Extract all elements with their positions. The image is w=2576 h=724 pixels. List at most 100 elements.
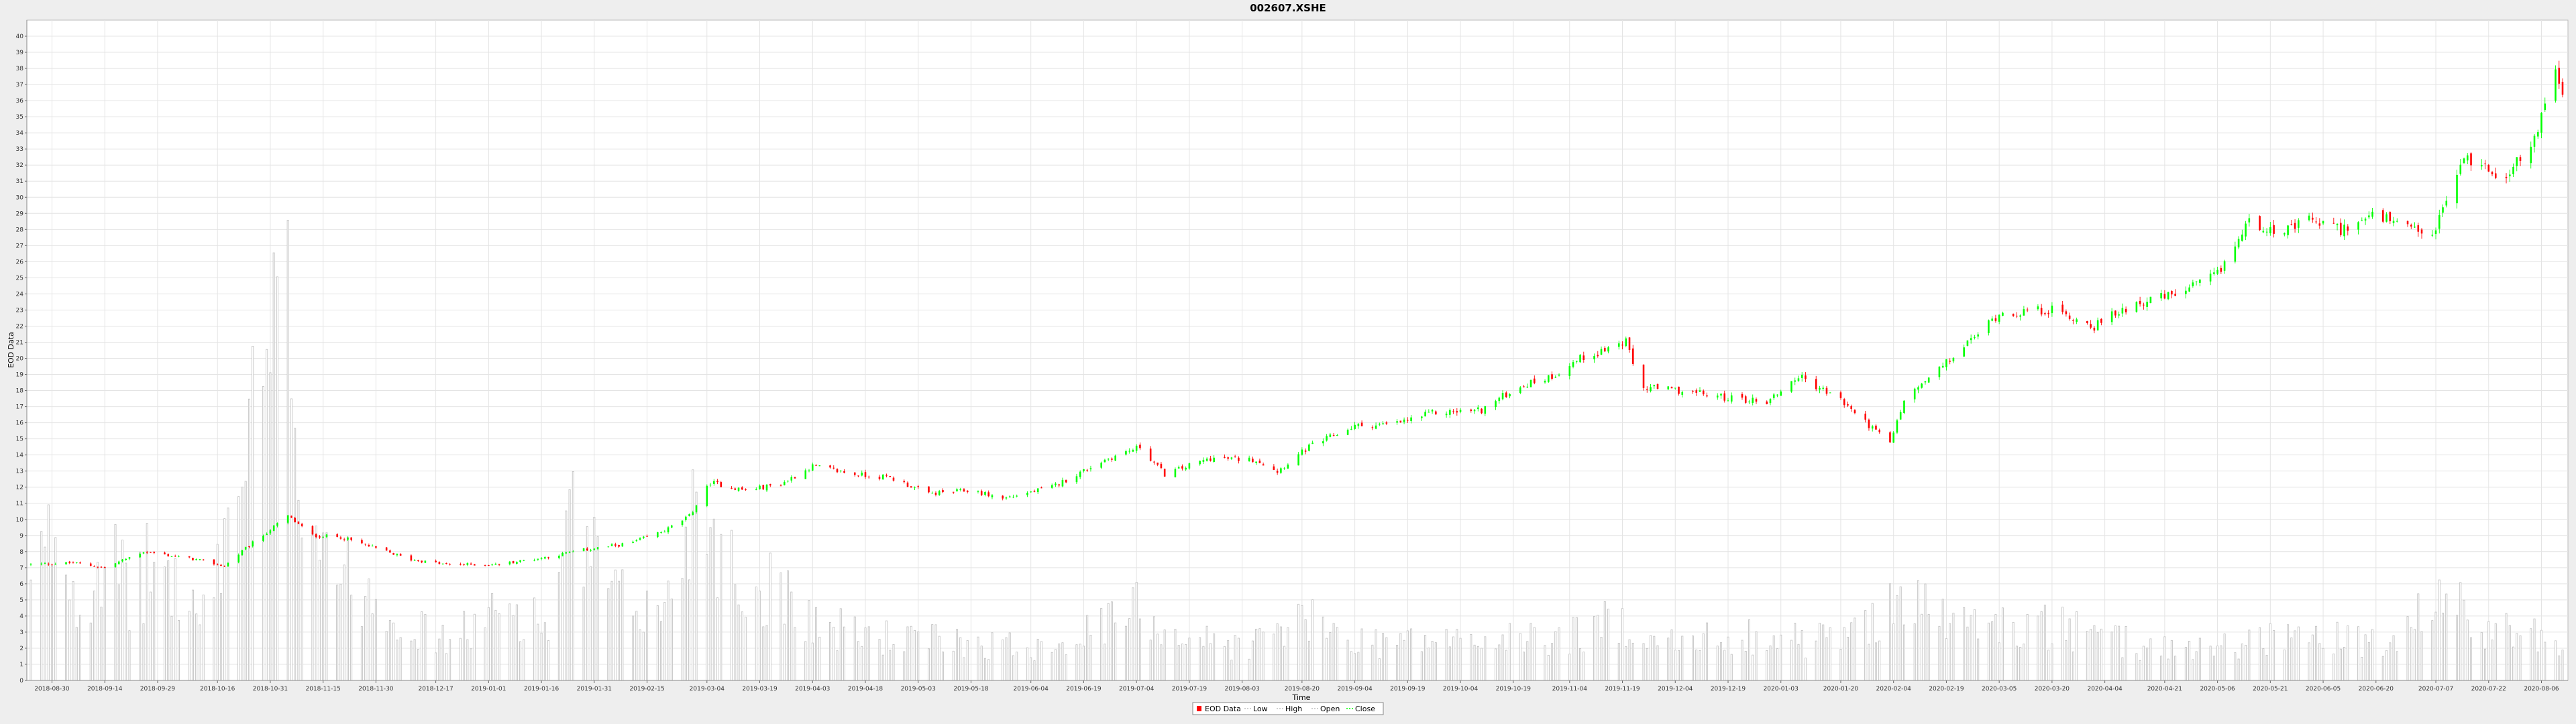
volume-bar xyxy=(68,599,71,681)
volume-bar xyxy=(881,654,884,681)
candle-body xyxy=(1449,410,1451,415)
volume-bar xyxy=(533,597,536,681)
candle-body xyxy=(1224,457,1226,458)
volume-bar xyxy=(1617,643,1620,681)
candle-body xyxy=(2445,200,2448,206)
candle-body xyxy=(2167,292,2169,300)
volume-bar xyxy=(1262,631,1265,681)
volume-bar xyxy=(1177,645,1180,681)
y-tick-label: 22 xyxy=(16,323,23,330)
volume-bar xyxy=(100,607,103,681)
volume-bar xyxy=(1949,623,1951,681)
candle-body xyxy=(934,492,937,495)
volume-bar xyxy=(618,581,621,681)
y-tick-label: 26 xyxy=(16,259,24,265)
volume-bar xyxy=(1202,646,1205,681)
candle-body xyxy=(100,566,103,568)
volume-bar xyxy=(2170,640,2173,681)
x-tick-label: 2020-05-21 xyxy=(2253,686,2288,692)
volume-bar xyxy=(103,566,106,681)
candle-body xyxy=(1776,394,1778,396)
candle-body xyxy=(2072,320,2074,321)
volume-bar xyxy=(1079,644,1081,681)
volume-bar xyxy=(684,526,687,681)
volume-bar xyxy=(128,630,131,681)
candle-body xyxy=(470,563,472,565)
candle-body xyxy=(780,485,782,487)
candle-body xyxy=(1991,318,1993,321)
candle-body xyxy=(938,491,941,495)
volume-bar xyxy=(688,579,691,681)
candle-body xyxy=(2410,225,2412,227)
volume-bar xyxy=(561,552,564,681)
y-tick-label: 38 xyxy=(16,66,24,72)
volume-bar xyxy=(1086,615,1089,681)
y-tick-label: 13 xyxy=(16,469,23,475)
volume-bar xyxy=(1878,640,1881,681)
candle-body xyxy=(1428,412,1430,413)
volume-bar xyxy=(2198,638,2201,681)
volume-bar xyxy=(2043,605,2046,681)
volume-bar xyxy=(463,611,466,681)
volume-bar xyxy=(790,591,793,681)
volume-bar xyxy=(1456,629,1458,681)
volume-bar xyxy=(1913,623,1916,681)
candle-body xyxy=(1603,347,1606,352)
volume-bar xyxy=(1902,624,1905,681)
candle-body xyxy=(2248,218,2251,223)
candle-body xyxy=(1016,495,1018,497)
candle-body xyxy=(1132,450,1134,452)
candle-body xyxy=(1744,396,1747,403)
volume-bar xyxy=(364,596,367,681)
candle-body xyxy=(1966,340,1969,346)
volume-bar xyxy=(829,621,832,681)
volume-bar xyxy=(2184,647,2187,681)
volume-bar xyxy=(146,523,148,681)
volume-bar xyxy=(417,649,419,681)
candle-body xyxy=(1706,395,1708,397)
volume-bar xyxy=(2357,626,2360,681)
candle-body xyxy=(2544,103,2546,111)
volume-bar xyxy=(2290,638,2293,681)
candle-body xyxy=(857,475,859,477)
volume-bar xyxy=(174,558,176,681)
candle-body xyxy=(2245,223,2247,237)
volume-bar xyxy=(241,487,244,681)
volume-bar xyxy=(1160,644,1163,681)
candle-body xyxy=(639,538,641,540)
volume-bar xyxy=(1723,650,1726,681)
candle-body xyxy=(1843,399,1845,406)
candle-body xyxy=(2508,174,2511,176)
candle-body xyxy=(593,548,596,550)
candle-body xyxy=(1600,349,1603,355)
volume-bar xyxy=(963,657,965,681)
candle-body xyxy=(1597,355,1599,357)
volume-bar xyxy=(2420,631,2423,681)
volume-bar xyxy=(244,481,247,681)
volume-bar xyxy=(1484,636,1487,681)
candle-body xyxy=(1230,457,1233,459)
candle-body xyxy=(1227,457,1229,459)
y-tick-label: 30 xyxy=(16,194,24,201)
volume-bar xyxy=(2135,653,2138,681)
candle-body xyxy=(1699,390,1701,392)
candle-body xyxy=(297,522,300,524)
y-tick-label: 24 xyxy=(16,291,24,298)
volume-bar xyxy=(1420,651,1423,681)
volume-bar xyxy=(2026,614,2029,681)
volume-bar xyxy=(191,589,194,681)
candle-body xyxy=(1899,412,1902,420)
candle-body xyxy=(1174,469,1177,478)
volume-bar xyxy=(1012,655,1014,681)
candle-body xyxy=(2294,223,2296,229)
volume-bar xyxy=(543,622,546,681)
candle-body xyxy=(2209,274,2212,282)
legend-label: Close xyxy=(1355,705,1375,713)
candle-body xyxy=(1308,444,1310,451)
volume-bar xyxy=(712,518,715,681)
candle-body xyxy=(1617,343,1620,347)
candle-body xyxy=(516,562,518,564)
candle-body xyxy=(72,562,74,564)
candle-body xyxy=(1258,461,1261,463)
